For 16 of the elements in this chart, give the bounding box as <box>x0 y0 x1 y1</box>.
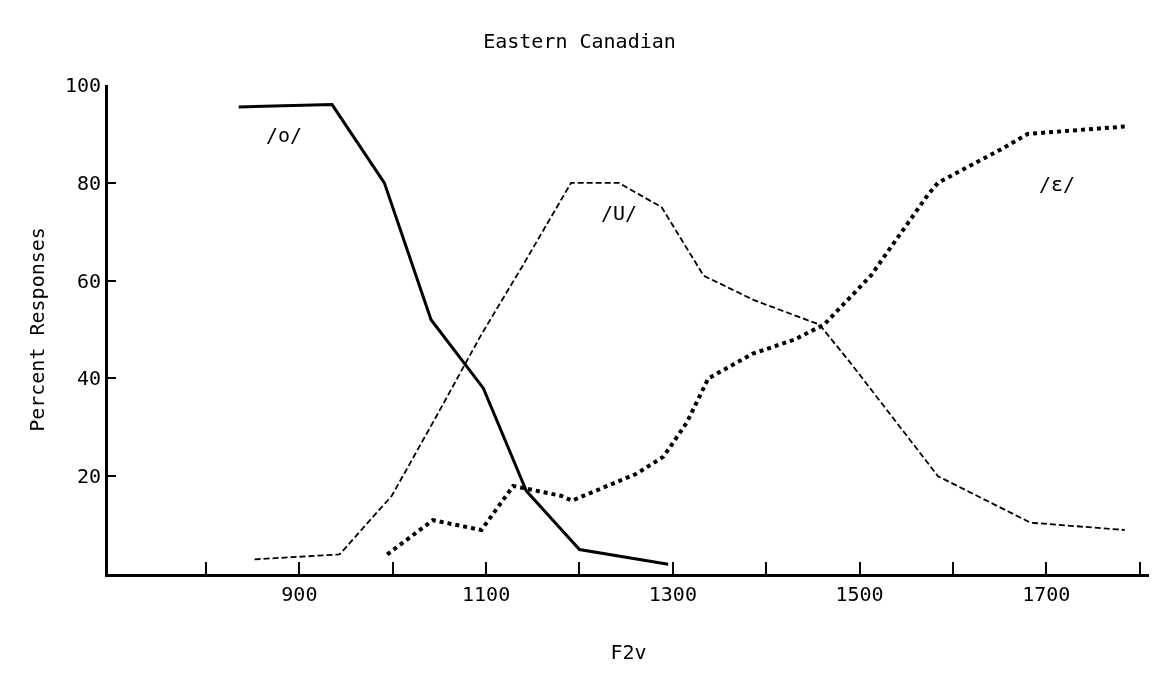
x-axis-title: F2v <box>610 639 647 664</box>
series-label: /o/ <box>266 123 303 147</box>
series-label: /ε/ <box>1039 172 1076 196</box>
y-tick-label: 60 <box>76 268 101 293</box>
x-tick-label: 1700 <box>1022 582 1071 606</box>
y-tick-label: 20 <box>76 464 101 489</box>
x-tick-label: 900 <box>281 582 318 606</box>
chart-title: Eastern Canadian <box>483 28 676 53</box>
y-tick-label: 80 <box>76 170 101 195</box>
y-axis-title: Percent Responses <box>25 227 50 432</box>
y-tick-label: 100 <box>64 73 101 97</box>
x-tick-label: 1500 <box>835 582 884 606</box>
x-tick-label: 1100 <box>462 582 511 606</box>
y-tick-label: 40 <box>76 366 101 391</box>
x-tick-label: 1300 <box>648 582 697 606</box>
series-label: /U/ <box>601 201 638 225</box>
